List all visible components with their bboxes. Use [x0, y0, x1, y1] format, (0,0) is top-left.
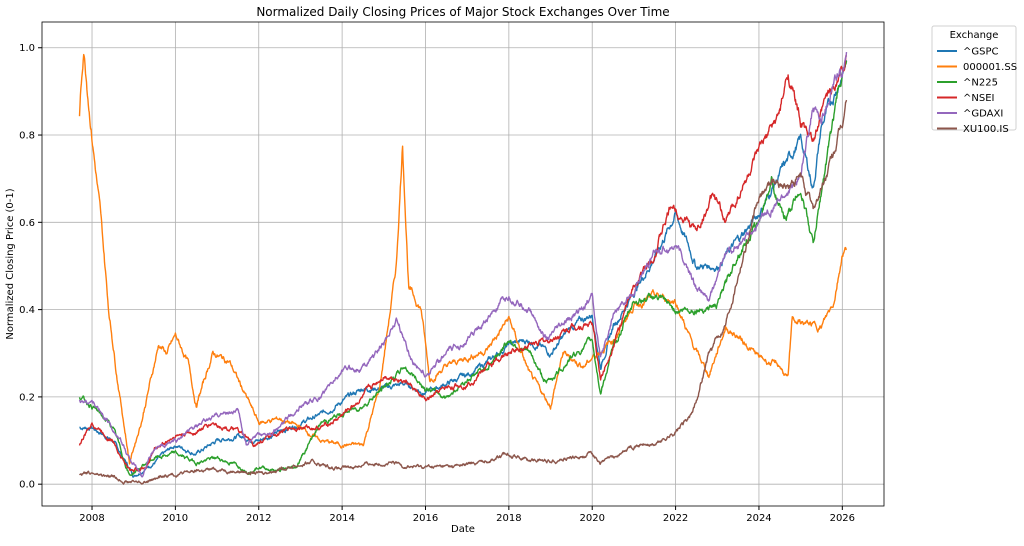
y-tick-label: 0.0 [19, 480, 35, 491]
series-line-gspc [79, 59, 847, 478]
x-axis-label: Date [451, 524, 475, 535]
series-line-xu100is [79, 99, 848, 485]
y-tick-label: 0.8 [19, 131, 35, 142]
x-tick-label: 2026 [830, 513, 855, 524]
x-tick-label: 2020 [579, 513, 604, 524]
legend: Exchange ^GSPC 000001.SS ^N225 ^NSEI ^GDAXI X… [931, 25, 1017, 135]
y-axis-ticks: 0.0 0.2 0.4 0.6 0.8 1.0 [19, 43, 42, 491]
x-tick-label: 2014 [329, 513, 354, 524]
x-tick-label: 2010 [163, 513, 188, 524]
y-tick-label: 0.4 [19, 305, 35, 316]
x-tick-label: 2022 [663, 513, 688, 524]
x-tick-label: 2024 [746, 513, 771, 524]
legend-entry: ^GDAXI [963, 109, 1003, 120]
grid-lines [42, 22, 884, 506]
x-axis-ticks: 2008 2010 2012 2014 2016 2018 2020 2022 2024 2026 [79, 506, 855, 524]
series-line-nsei [78, 54, 848, 473]
x-tick-label: 2008 [79, 513, 104, 524]
legend-title: Exchange [950, 30, 999, 41]
x-tick-label: 2018 [496, 513, 521, 524]
x-tick-label: 2012 [246, 513, 271, 524]
y-tick-label: 0.6 [19, 218, 35, 229]
y-tick-label: 1.0 [19, 43, 35, 54]
plot-frame [41, 21, 885, 507]
y-axis-label: Normalized Closing Price (0-1) [5, 188, 16, 339]
series-line-000001ss [78, 53, 848, 465]
legend-entry: ^N225 [963, 78, 998, 89]
legend-entry: 000001.SS [963, 62, 1017, 73]
chart-title: Normalized Daily Closing Prices of Major… [256, 5, 669, 19]
series-line-n225 [78, 60, 848, 477]
legend-entry: XU100.IS [963, 124, 1009, 135]
x-tick-label: 2016 [413, 513, 438, 524]
legend-entry: ^NSEI [963, 93, 994, 104]
series-lines [78, 52, 848, 485]
y-tick-label: 0.2 [19, 392, 35, 403]
legend-entry: ^GSPC [963, 47, 999, 58]
series-line-gdaxi [78, 52, 848, 478]
